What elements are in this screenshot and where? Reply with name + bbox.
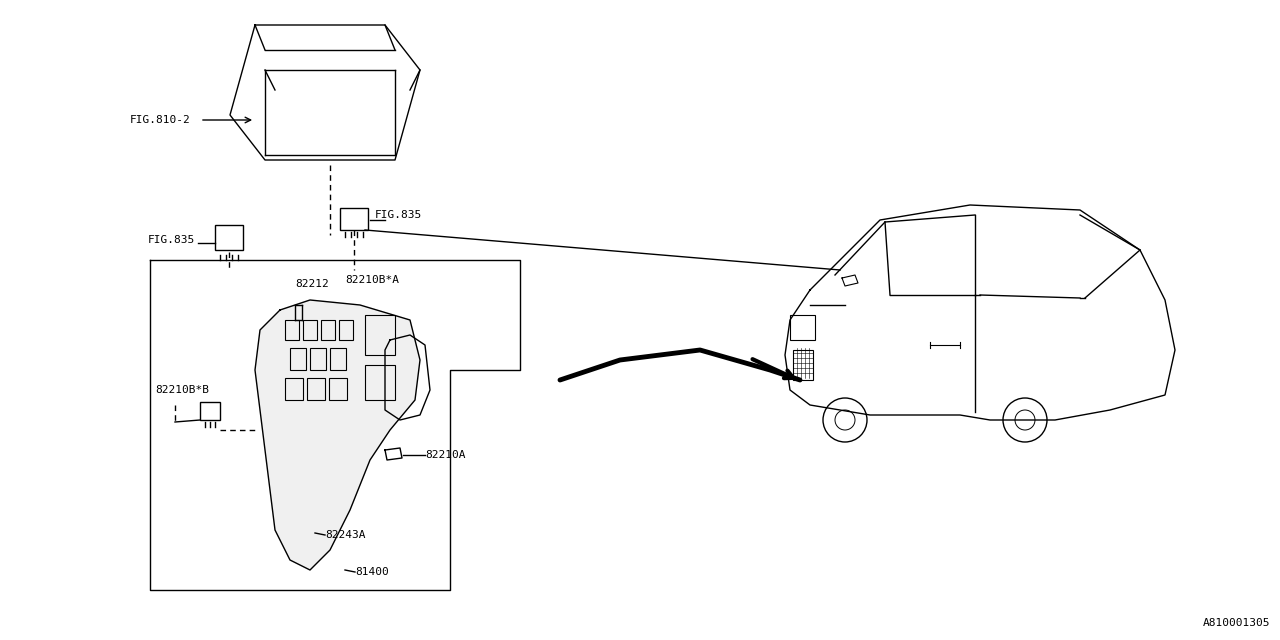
Bar [330, 348, 346, 370]
Polygon shape [255, 300, 420, 570]
Bar [285, 320, 300, 340]
Bar [365, 315, 396, 355]
Bar [794, 350, 813, 380]
Text: 82212: 82212 [294, 279, 329, 289]
Bar [291, 348, 306, 370]
Bar [303, 320, 317, 340]
Text: A810001305: A810001305 [1202, 618, 1270, 628]
Text: 82210B*A: 82210B*A [346, 275, 399, 285]
Bar [365, 365, 396, 400]
Bar [310, 348, 326, 370]
Bar [285, 378, 303, 400]
Text: FIG.835: FIG.835 [375, 210, 422, 220]
Bar [215, 225, 243, 250]
Text: 82210B*B: 82210B*B [155, 385, 209, 395]
Bar [340, 208, 369, 230]
Bar [200, 402, 220, 420]
Bar [321, 320, 335, 340]
Bar [790, 315, 815, 340]
Text: FIG.835: FIG.835 [147, 235, 195, 245]
Text: 81400: 81400 [355, 567, 389, 577]
Bar [307, 378, 325, 400]
Bar [339, 320, 353, 340]
Bar [329, 378, 347, 400]
Text: FIG.810-2: FIG.810-2 [131, 115, 191, 125]
Text: 82210A: 82210A [425, 450, 466, 460]
Text: 82243A: 82243A [325, 530, 366, 540]
